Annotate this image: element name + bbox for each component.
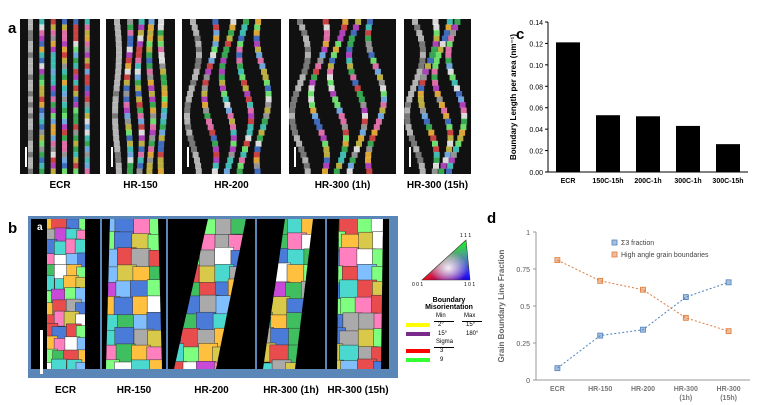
chart-d-ylabel: Grain Boundary Line Fraction: [497, 249, 506, 362]
legend-low-max: 15°: [466, 322, 476, 328]
ebsd-map-1: [102, 219, 166, 369]
legend-swatch-sigma9: [406, 358, 430, 362]
legend-col-max: Max: [464, 313, 476, 319]
legend-sigma3: 3: [440, 348, 444, 354]
ebsd-map-4: [327, 219, 389, 369]
chart-c-ytick-0: 0.00: [529, 170, 543, 177]
chart-d-point-1-1: [597, 277, 604, 284]
ebsd-caption-2: HR-200: [194, 385, 229, 396]
ebsd-map-0: [31, 219, 100, 369]
ebsd-caption-1: HR-150: [116, 385, 152, 396]
legend-table: Min Max 2° 15° 15° 180° Sigma 3 9: [404, 311, 494, 371]
chart-d-xtick-4-1: (15h): [720, 395, 737, 402]
chart-d: 0 0.25 0.5 0.75 1 ECR HR-150 HR-200 HR-300 (1h) HR…: [497, 230, 750, 402]
legend-title-1: Boundary: [432, 297, 466, 304]
chart-d-legend-0: Σ3 fraction: [621, 240, 654, 247]
chart-d-legend-marker-1: [611, 251, 618, 258]
chart-d-ytick-3: 0.75: [516, 267, 530, 274]
chart-d-point-0-2: [640, 326, 646, 333]
chart-d-xtick-2-0: HR-200: [631, 386, 655, 393]
chart-c-ytick-7: 0.14: [529, 20, 543, 27]
chart-d-line-0: [557, 281, 729, 369]
chart-c-xtick-4: 300C-15h: [712, 178, 743, 185]
ipf-label-top: 1 1 1: [460, 233, 471, 239]
chart-d-xtick-0-0: ECR: [550, 386, 565, 393]
chart-d-xtick-3-1: (1h): [679, 395, 692, 402]
legend-low-min: 2°: [438, 322, 444, 328]
legend-swatch-low: [406, 323, 430, 327]
legend-sigma9: 9: [440, 357, 444, 363]
chart-c-bar-3: [676, 125, 700, 172]
chart-c-ytick-2: 0.04: [529, 127, 543, 134]
chart-d-point-0-4: [725, 279, 732, 286]
ebsd-caption-0: ECR: [54, 385, 77, 396]
chart-d-point-0-1: [597, 332, 604, 339]
chart-d-xtick-4-0: HR-300: [717, 386, 741, 393]
ebsd-caption-4: HR-300 (15h): [327, 385, 389, 396]
chart-c-ytick-4: 0.08: [529, 84, 543, 91]
panel-d-letter: d: [487, 210, 497, 227]
chart-d-point-1-3: [682, 314, 689, 321]
chart-c-ytick-6: 0.12: [529, 41, 543, 48]
chart-d-xtick-1-0: HR-150: [588, 386, 612, 393]
micrograph-1: [106, 19, 175, 174]
micrograph-caption-3: HR-300 (1h): [314, 180, 371, 191]
ebsd-scale-bar: [40, 330, 43, 374]
panel-b-inner-letter: a: [37, 222, 43, 233]
chart-d-point-0-0: [554, 365, 561, 372]
micrograph-caption-4: HR-300 (15h): [406, 180, 469, 191]
chart-c-ytick-3: 0.06: [529, 106, 543, 113]
chart-d-point-1-2: [640, 286, 646, 293]
ipf-triangle: 1 1 1 0 0 1 1 0 1: [412, 233, 475, 288]
micrograph-4: [404, 19, 471, 174]
legend-sigma-label: Sigma: [436, 339, 454, 345]
chart-d-point-0-3: [682, 294, 689, 301]
micrograph-3: [289, 19, 396, 174]
legend-title-2: Misorientation: [425, 304, 473, 311]
chart-d-legend-marker-0: [611, 239, 618, 246]
chart-d-ytick-1: 0.25: [516, 341, 530, 348]
chart-c-bar-0: [556, 42, 580, 172]
chart-c-ytick-1: 0.02: [529, 149, 543, 156]
legend-high-min: 15°: [438, 331, 448, 337]
ebsd-caption-3: HR-300 (1h): [263, 385, 319, 396]
chart-c-ytick-5: 0.10: [529, 63, 543, 70]
micrograph-caption-0: ECR: [49, 180, 71, 191]
chart-d-xtick-3-0: HR-300: [674, 386, 698, 393]
chart-d-line-1: [557, 259, 729, 332]
chart-c-ylabel: Boundary Length per area (nm⁻¹): [509, 34, 518, 160]
chart-d-ytick-2: 0.5: [520, 304, 530, 311]
ipf-legend: 1 1 1 0 0 1 1 0 1 Boundary Misorientatio…: [404, 228, 494, 368]
ebsd-map-3: [257, 219, 325, 369]
panel-b-letter: b: [8, 220, 18, 237]
micrograph-caption-1: HR-150: [123, 180, 158, 191]
micrograph-0: [20, 19, 100, 174]
legend-swatch-sigma3: [406, 349, 430, 353]
panel-a-letter: a: [8, 20, 17, 37]
chart-c-bar-1: [596, 115, 620, 172]
chart-c-xtick-2: 200C-1h: [634, 178, 661, 185]
legend-swatch-high: [406, 332, 430, 336]
chart-c-xtick-1: 150C-15h: [592, 178, 623, 185]
chart-d-ytick-0: 0: [526, 378, 530, 385]
chart-c-xtick-3: 300C-1h: [674, 178, 701, 185]
chart-c: 0.00 0.02 0.04 0.06 0.08 0.10 0.12 0.14 ECR 150C-…: [509, 20, 748, 185]
ipf-label-left: 0 0 1: [412, 282, 423, 288]
micrograph-2: [182, 19, 281, 174]
chart-d-point-1-0: [554, 257, 561, 264]
chart-c-bar-4: [716, 144, 740, 172]
chart-c-xtick-0: ECR: [561, 178, 576, 185]
chart-d-ytick-4: 1: [526, 230, 530, 237]
ipf-label-right: 1 0 1: [464, 282, 475, 288]
chart-d-legend-1: High angle grain boundaries: [621, 252, 709, 259]
legend-col-min: Min: [436, 313, 446, 319]
legend-high-max: 180°: [466, 331, 479, 337]
ebsd-map-2: [168, 219, 255, 369]
chart-d-point-1-4: [725, 328, 732, 335]
chart-c-bar-2: [636, 116, 660, 172]
micrograph-caption-2: HR-200: [214, 180, 249, 191]
panel-c-letter: c: [516, 26, 525, 43]
